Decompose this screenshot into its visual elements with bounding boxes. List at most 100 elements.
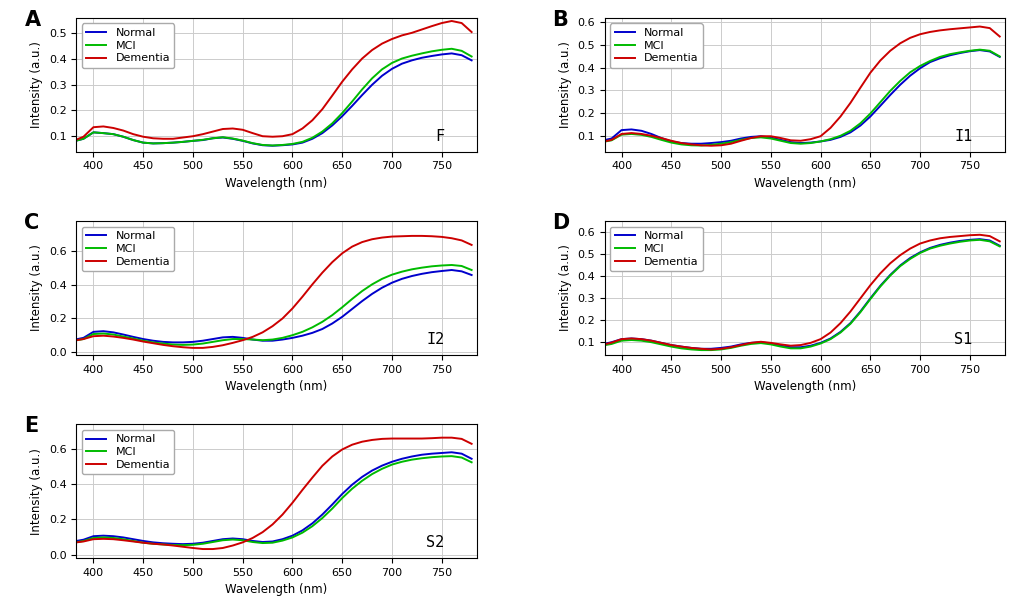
MCI xyxy=(804,140,816,147)
MCI xyxy=(445,453,458,460)
Normal xyxy=(256,538,268,546)
MCI xyxy=(725,344,737,352)
Y-axis label: Intensity (a.u.): Intensity (a.u.) xyxy=(31,245,44,331)
MCI xyxy=(804,343,816,350)
MCI xyxy=(77,336,90,343)
MCI xyxy=(236,336,249,343)
Normal xyxy=(933,55,946,62)
X-axis label: Wavelength (nm): Wavelength (nm) xyxy=(225,177,327,190)
MCI xyxy=(306,324,318,331)
MCI xyxy=(823,336,836,343)
Normal xyxy=(296,139,308,146)
MCI xyxy=(813,340,825,347)
MCI xyxy=(675,344,687,352)
Normal xyxy=(625,126,637,133)
Dementia xyxy=(67,539,79,546)
MCI xyxy=(186,341,199,348)
MCI xyxy=(455,47,468,54)
Normal xyxy=(276,536,288,543)
Normal xyxy=(714,344,727,352)
Normal xyxy=(963,48,975,55)
Dementia xyxy=(186,544,199,552)
MCI xyxy=(157,541,169,548)
MCI xyxy=(67,138,79,145)
Normal xyxy=(127,536,140,543)
Dementia xyxy=(77,133,90,140)
Normal xyxy=(834,328,846,336)
Normal xyxy=(186,137,199,144)
MCI xyxy=(216,537,228,544)
Dementia xyxy=(913,30,925,38)
Dementia xyxy=(744,134,756,141)
Normal xyxy=(614,127,627,134)
Dementia xyxy=(256,528,268,536)
Normal xyxy=(167,139,179,146)
MCI xyxy=(416,455,428,462)
MCI xyxy=(455,263,468,270)
Dementia xyxy=(963,232,975,239)
Dementia xyxy=(296,293,308,300)
Dementia xyxy=(186,133,199,140)
Dementia xyxy=(306,474,318,481)
MCI xyxy=(147,339,159,346)
Dementia xyxy=(376,40,388,47)
Dementia xyxy=(675,343,687,350)
MCI xyxy=(306,522,318,530)
MCI xyxy=(903,256,915,263)
Dementia xyxy=(127,131,140,138)
Line: Dementia: Dementia xyxy=(601,26,999,146)
X-axis label: Wavelength (nm): Wavelength (nm) xyxy=(225,583,327,596)
Normal xyxy=(376,284,388,291)
Dementia xyxy=(993,238,1005,245)
Dementia xyxy=(654,134,666,141)
Dementia xyxy=(366,47,378,54)
Normal xyxy=(236,137,249,144)
Normal xyxy=(465,455,477,462)
Dementia xyxy=(77,538,90,545)
Dementia xyxy=(645,337,657,344)
MCI xyxy=(455,454,468,461)
MCI xyxy=(376,66,388,73)
Normal xyxy=(455,51,468,59)
Normal xyxy=(336,113,348,120)
MCI xyxy=(117,333,129,340)
Normal xyxy=(117,534,129,541)
Dementia xyxy=(416,435,428,442)
Normal xyxy=(127,137,140,144)
Normal xyxy=(406,57,418,64)
MCI xyxy=(107,331,119,338)
Dementia xyxy=(973,231,985,238)
Normal xyxy=(137,336,149,343)
MCI xyxy=(863,110,875,117)
Normal xyxy=(625,335,637,342)
MCI xyxy=(764,341,776,348)
MCI xyxy=(635,337,647,344)
Dementia xyxy=(356,238,368,245)
MCI xyxy=(982,238,995,245)
MCI xyxy=(67,539,79,546)
MCI xyxy=(854,120,866,127)
Text: E: E xyxy=(24,417,39,436)
MCI xyxy=(97,330,109,337)
MCI xyxy=(435,46,447,53)
Normal xyxy=(595,137,607,144)
Line: Normal: Normal xyxy=(601,239,999,349)
MCI xyxy=(625,337,637,344)
Dementia xyxy=(445,434,458,441)
MCI xyxy=(266,336,278,343)
MCI xyxy=(754,134,766,141)
Dementia xyxy=(336,446,348,453)
Normal xyxy=(336,490,348,497)
Normal xyxy=(326,501,338,508)
MCI xyxy=(883,87,896,94)
MCI xyxy=(773,137,786,144)
MCI xyxy=(137,139,149,146)
Normal xyxy=(883,91,896,99)
Normal xyxy=(873,102,886,109)
MCI xyxy=(306,134,318,141)
Dementia xyxy=(854,295,866,302)
Dementia xyxy=(306,116,318,124)
MCI xyxy=(863,296,875,303)
MCI xyxy=(685,346,697,353)
Legend: Normal, MCI, Dementia: Normal, MCI, Dementia xyxy=(609,227,702,271)
